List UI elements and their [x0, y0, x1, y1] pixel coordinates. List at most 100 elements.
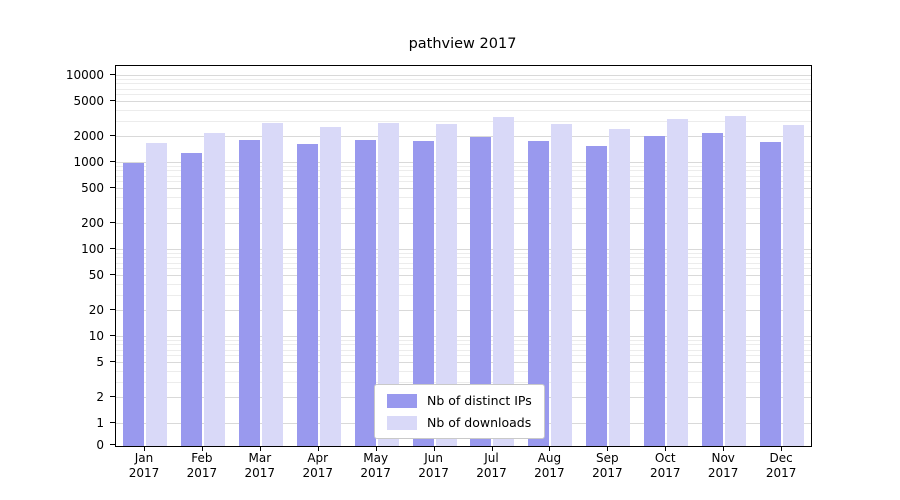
plot-area: Nb of distinct IPs Nb of downloads	[115, 65, 812, 447]
x-tick-mark	[375, 446, 377, 451]
gridline	[116, 88, 811, 90]
bars-layer	[116, 66, 811, 446]
y-tick-mark	[110, 134, 115, 136]
gridline	[116, 355, 811, 357]
bar-group	[116, 66, 174, 446]
y-tick-mark	[110, 422, 115, 423]
gridline	[116, 370, 811, 372]
bar-nb-of-downloads	[725, 115, 747, 446]
bar-nb-of-downloads	[783, 124, 805, 446]
legend-label-distinct-ips: Nb of distinct IPs	[427, 393, 532, 408]
y-tick-label: 5	[96, 355, 104, 370]
bar-nb-of-distinct-ips	[644, 135, 666, 446]
x-tick-mark	[491, 446, 493, 451]
chart-title: pathview 2017	[408, 36, 517, 52]
bar-group	[174, 66, 232, 446]
bar-group	[637, 66, 695, 446]
x-tick-label: Oct 2017	[649, 451, 681, 480]
bar-group	[464, 66, 522, 446]
gridline	[116, 162, 811, 163]
gridline	[116, 109, 811, 111]
bar-nb-of-distinct-ips	[122, 163, 144, 446]
x-tick-label: Aug 2017	[534, 451, 565, 480]
gridline	[116, 181, 811, 183]
gridline	[116, 349, 811, 351]
y-tick-mark	[110, 221, 115, 223]
bar-nb-of-downloads	[261, 122, 283, 446]
bar-nb-of-downloads	[319, 126, 341, 446]
x-tick-mark	[723, 446, 725, 451]
bar-nb-of-distinct-ips	[470, 136, 492, 446]
y-tick-label: 5000	[73, 94, 104, 109]
gridline	[116, 196, 811, 198]
gridline	[116, 249, 811, 250]
bar-nb-of-distinct-ips	[296, 144, 318, 446]
gridline	[116, 188, 811, 190]
gridline	[116, 222, 811, 224]
y-tick-label: 2000	[73, 128, 104, 143]
bar-group	[348, 66, 406, 446]
bar-nb-of-distinct-ips	[412, 140, 434, 446]
gridline	[116, 170, 811, 172]
gridline	[116, 262, 811, 264]
y-tick-label: 2	[96, 389, 104, 404]
x-tick-label: Apr 2017	[302, 451, 333, 480]
y-tick-label: 20	[88, 302, 104, 317]
gridline	[116, 135, 811, 137]
x-tick-label: Mar 2017	[244, 451, 276, 480]
x-tick-label: Jan 2017	[128, 451, 160, 480]
y-tick-mark	[110, 100, 115, 102]
legend-swatch-downloads	[387, 415, 417, 430]
x-axis-labels: Jan 2017 Feb 2017 Mar 2017 Apr 2017 May 2017 Jun 20…	[115, 451, 810, 481]
legend: Nb of distinct IPs Nb of downloads	[374, 384, 545, 439]
gridline	[116, 294, 811, 296]
gridline	[116, 344, 811, 346]
gridline	[116, 309, 811, 311]
y-tick-mark	[110, 335, 115, 336]
gridline	[116, 207, 811, 209]
bar-group	[290, 66, 348, 446]
bar-group	[406, 66, 464, 446]
x-tick-mark	[665, 446, 667, 451]
legend-item-downloads: Nb of downloads	[387, 415, 532, 430]
bar-nb-of-downloads	[145, 143, 167, 446]
legend-label-downloads: Nb of downloads	[427, 415, 532, 430]
bar-group	[695, 66, 753, 446]
bar-nb-of-distinct-ips	[702, 133, 724, 446]
y-tick-label: 1	[96, 416, 104, 430]
bar-group	[753, 66, 811, 446]
y-tick-mark	[110, 361, 115, 363]
y-tick-mark	[110, 308, 115, 310]
y-tick-mark	[110, 161, 115, 162]
y-tick-label: 50	[88, 268, 104, 283]
x-tick-label: Feb 2017	[186, 451, 218, 480]
gridline	[116, 94, 811, 96]
bar-nb-of-downloads	[493, 116, 515, 446]
bar-nb-of-distinct-ips	[528, 140, 550, 446]
x-tick-label: Jun 2017	[418, 451, 449, 480]
y-tick-marks	[110, 65, 115, 445]
x-tick-label: Sep 2017	[592, 451, 623, 480]
gridline	[116, 268, 811, 270]
gridline	[116, 101, 811, 103]
y-tick-mark	[110, 274, 115, 276]
gridline	[116, 166, 811, 167]
bar-nb-of-distinct-ips	[238, 139, 260, 446]
gridline	[116, 175, 811, 177]
bar-nb-of-downloads	[551, 124, 573, 446]
bar-nb-of-downloads	[377, 122, 399, 446]
y-tick-label: 1000	[73, 155, 104, 169]
legend-swatch-distinct-ips	[387, 393, 417, 408]
y-tick-mark	[110, 444, 115, 445]
y-tick-label: 500	[81, 181, 104, 196]
bar-nb-of-downloads	[667, 119, 689, 446]
bar-group	[232, 66, 290, 446]
y-tick-mark	[110, 395, 115, 397]
bar-group	[521, 66, 579, 446]
x-tick-mark	[607, 446, 609, 451]
gridline	[116, 253, 811, 254]
x-tick-label: Jul 2017	[476, 451, 507, 480]
x-tick-label: Nov 2017	[707, 451, 739, 480]
x-tick-mark	[781, 446, 782, 451]
